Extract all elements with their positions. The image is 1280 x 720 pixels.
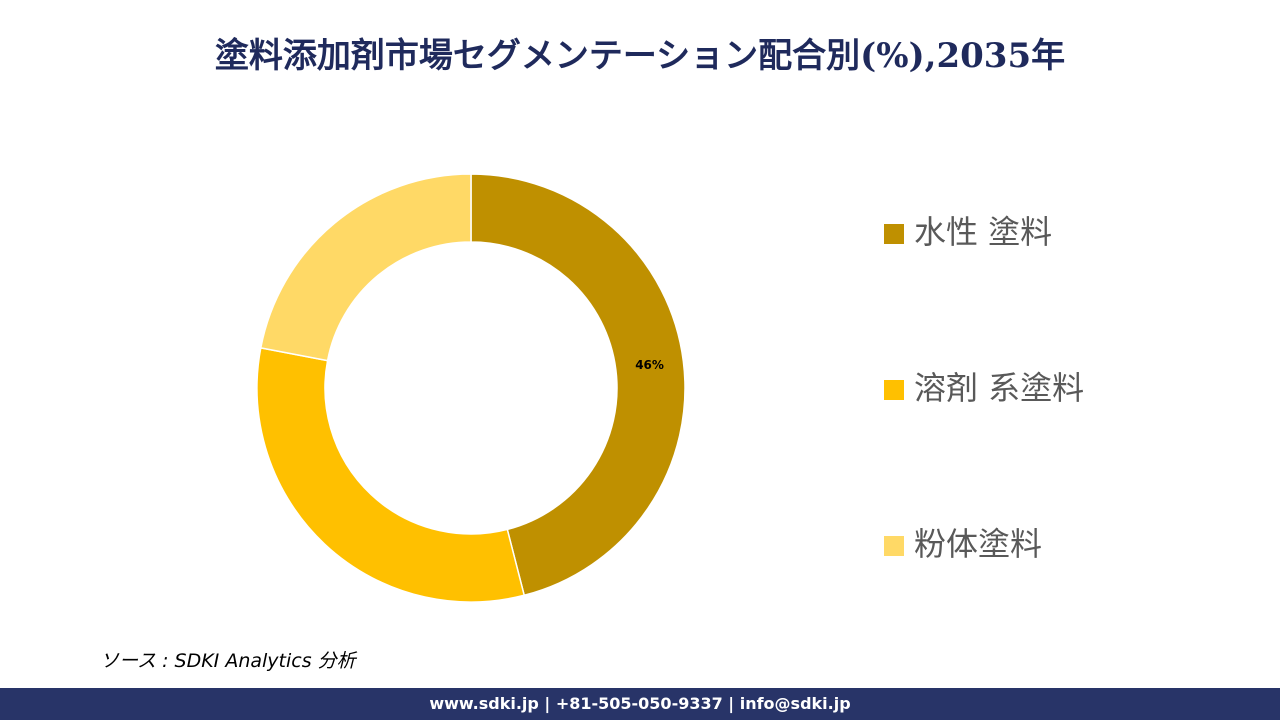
donut-segment — [259, 173, 472, 362]
donut-segment — [470, 173, 686, 597]
donut-segment — [256, 347, 526, 603]
source-note: ソース : SDKI Analytics 分析 — [100, 650, 356, 672]
legend-label: 水性 塗料 — [914, 213, 1052, 251]
legend-label: 粉体塗料 — [914, 525, 1042, 563]
legend-swatch — [884, 224, 904, 244]
legend-swatch — [884, 536, 904, 556]
chart-title: 塗料添加剤市場セグメンテーション配合別(%),2035年 — [214, 36, 1066, 76]
data-label: 46% — [635, 358, 664, 372]
footer: www.sdki.jp | +81-505-050-9337 | info@sd… — [0, 688, 1280, 720]
legend-swatch — [884, 380, 904, 400]
legend-label: 溶剤 系塗料 — [914, 369, 1084, 407]
